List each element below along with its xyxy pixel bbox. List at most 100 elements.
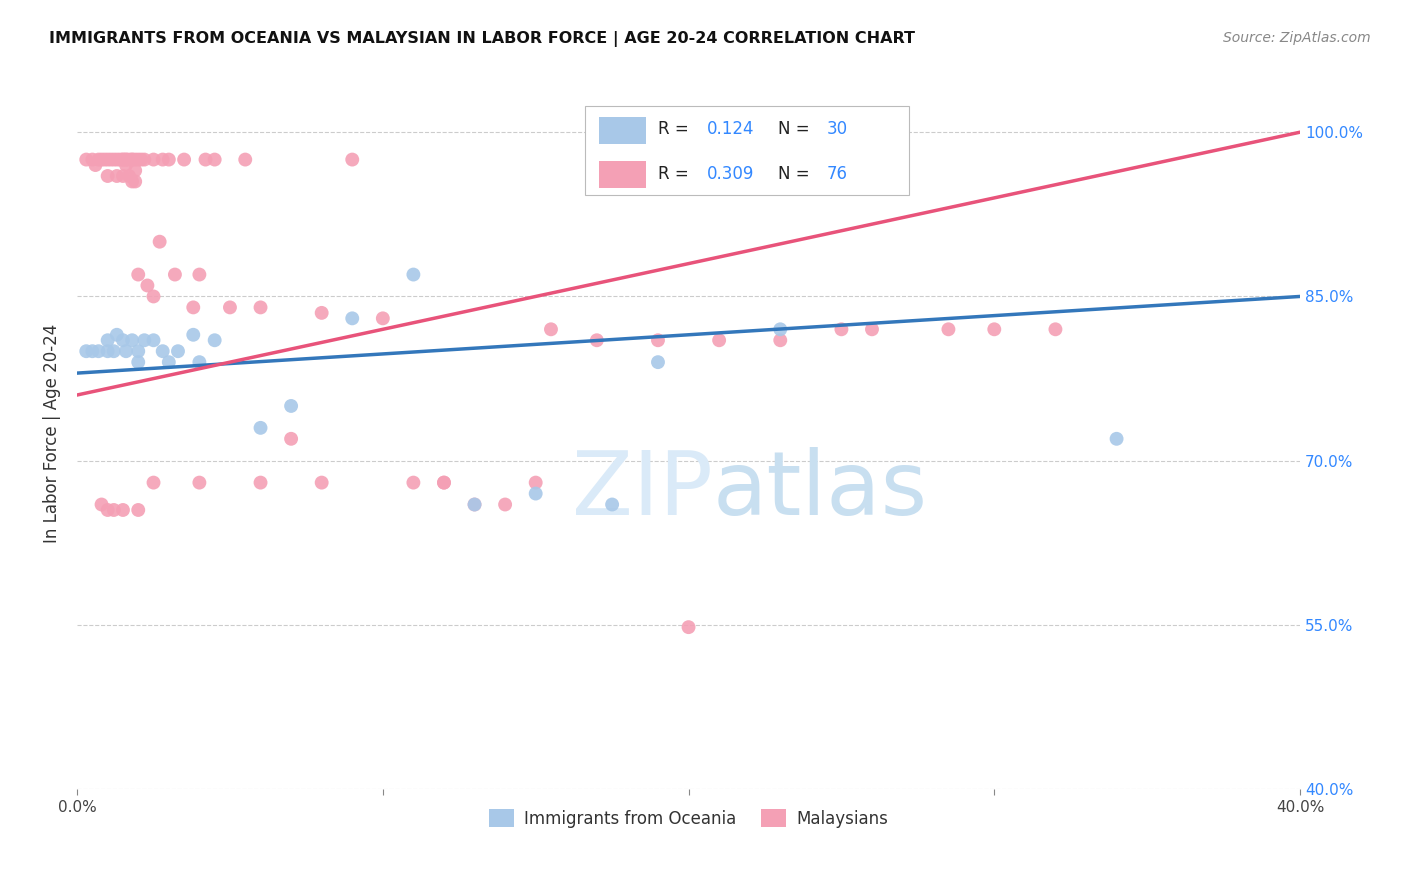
Point	[433, 475, 456, 490]
Point	[111, 153, 134, 167]
Point	[97, 169, 120, 183]
Point	[121, 153, 143, 167]
Point	[188, 475, 211, 490]
Point	[84, 158, 107, 172]
Point	[402, 268, 425, 282]
Point	[204, 153, 226, 167]
Point	[707, 333, 730, 347]
Point	[121, 333, 143, 347]
Point	[111, 503, 134, 517]
Point	[647, 333, 669, 347]
Point	[769, 333, 792, 347]
Point	[188, 355, 211, 369]
Point	[111, 153, 134, 167]
Point	[103, 153, 125, 167]
Point	[181, 327, 204, 342]
Point	[127, 268, 149, 282]
Point	[127, 355, 149, 369]
Point	[115, 153, 138, 167]
Text: atlas: atlas	[713, 447, 928, 533]
Point	[127, 344, 149, 359]
Point	[124, 174, 146, 188]
FancyBboxPatch shape	[585, 106, 908, 194]
Bar	[599, 161, 645, 188]
Point	[524, 475, 547, 490]
Point	[103, 503, 125, 517]
Text: 0.309: 0.309	[707, 165, 754, 183]
Point	[97, 153, 120, 167]
Text: N =: N =	[778, 165, 814, 183]
Point	[342, 311, 364, 326]
Point	[173, 153, 195, 167]
Text: 76: 76	[827, 165, 848, 183]
Point	[115, 158, 138, 172]
Point	[311, 475, 333, 490]
Point	[219, 301, 242, 315]
Point	[129, 153, 152, 167]
Point	[600, 498, 623, 512]
Point	[464, 498, 486, 512]
Point	[249, 475, 271, 490]
Point	[249, 421, 271, 435]
Point	[678, 620, 700, 634]
Point	[371, 311, 394, 326]
Text: Source: ZipAtlas.com: Source: ZipAtlas.com	[1223, 31, 1371, 45]
Point	[167, 344, 190, 359]
Point	[90, 498, 112, 512]
Point	[280, 399, 302, 413]
Text: R =: R =	[658, 165, 695, 183]
Point	[124, 153, 146, 167]
Point	[142, 333, 165, 347]
Point	[204, 333, 226, 347]
Point	[540, 322, 562, 336]
Point	[769, 322, 792, 336]
Point	[105, 169, 128, 183]
Point	[134, 333, 156, 347]
Point	[157, 355, 180, 369]
Point	[118, 153, 141, 167]
Text: 0.124: 0.124	[707, 120, 755, 138]
Point	[136, 278, 159, 293]
Point	[402, 475, 425, 490]
Point	[494, 498, 516, 512]
Point	[938, 322, 960, 336]
Text: IMMIGRANTS FROM OCEANIA VS MALAYSIAN IN LABOR FORCE | AGE 20-24 CORRELATION CHAR: IMMIGRANTS FROM OCEANIA VS MALAYSIAN IN …	[49, 31, 915, 47]
Point	[90, 153, 112, 167]
Point	[103, 344, 125, 359]
Text: 30: 30	[827, 120, 848, 138]
Point	[142, 289, 165, 303]
Point	[75, 153, 97, 167]
Point	[97, 344, 120, 359]
Point	[97, 503, 120, 517]
Point	[121, 174, 143, 188]
Point	[983, 322, 1005, 336]
Point	[860, 322, 883, 336]
Point	[97, 333, 120, 347]
Point	[127, 503, 149, 517]
Point	[311, 306, 333, 320]
Point	[118, 169, 141, 183]
Point	[105, 327, 128, 342]
Point	[524, 486, 547, 500]
Point	[105, 153, 128, 167]
Point	[585, 333, 607, 347]
Point	[93, 153, 115, 167]
Point	[233, 153, 256, 167]
Bar	[599, 117, 645, 144]
Point	[115, 153, 138, 167]
Y-axis label: In Labor Force | Age 20-24: In Labor Force | Age 20-24	[44, 324, 60, 543]
Point	[121, 153, 143, 167]
Point	[163, 268, 186, 282]
Point	[157, 153, 180, 167]
Point	[647, 355, 669, 369]
Point	[100, 153, 122, 167]
Point	[342, 153, 364, 167]
Point	[1045, 322, 1067, 336]
Point	[1105, 432, 1128, 446]
Point	[111, 333, 134, 347]
Point	[433, 475, 456, 490]
Point	[149, 235, 172, 249]
Point	[830, 322, 852, 336]
Text: R =: R =	[658, 120, 695, 138]
Point	[194, 153, 217, 167]
